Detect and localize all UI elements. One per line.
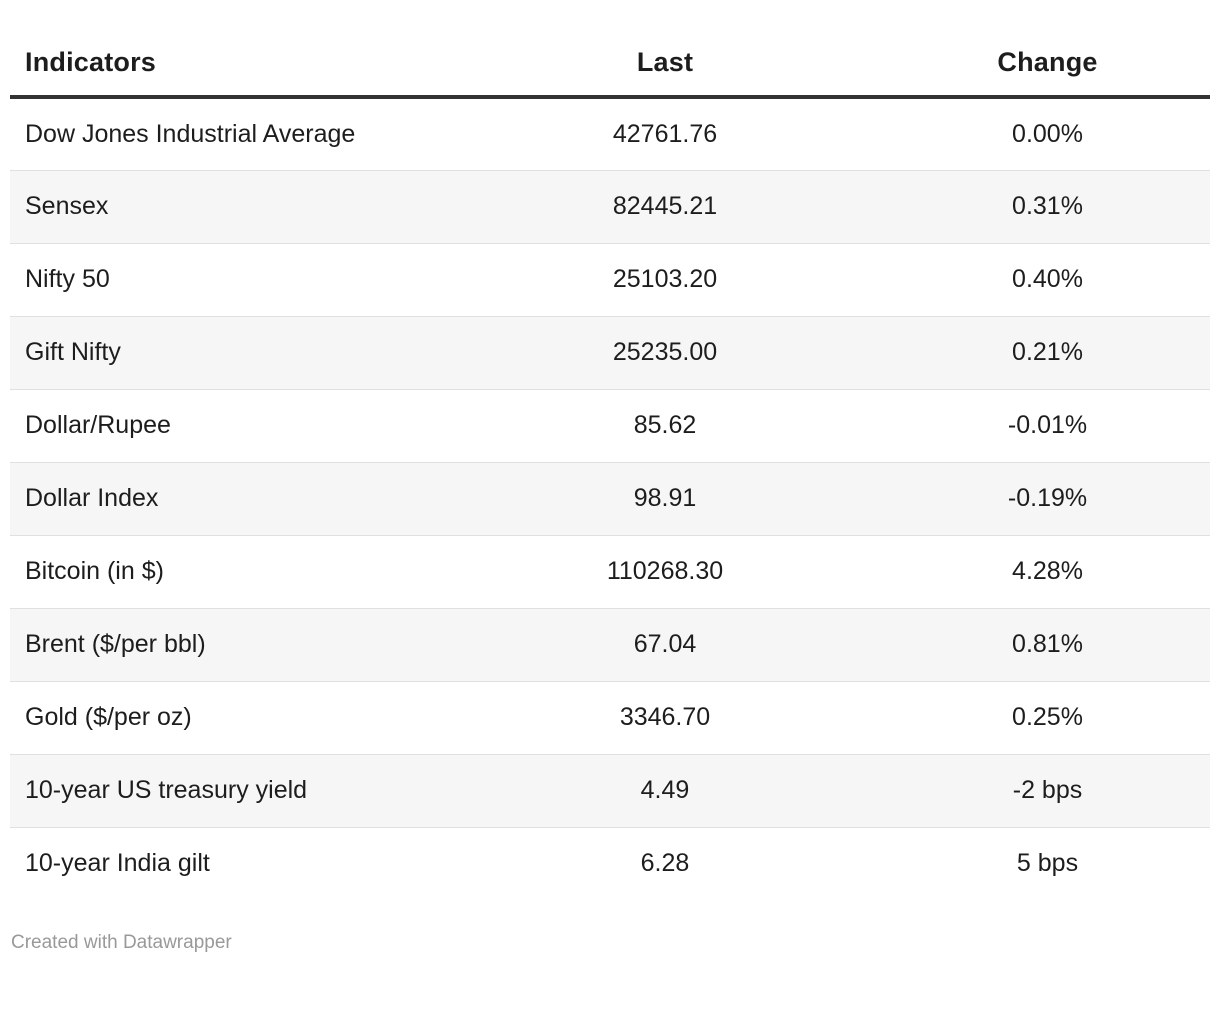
change-cell: 0.25% [885, 680, 1210, 754]
last-cell: 42761.76 [612, 119, 718, 148]
table-row: 10-year US treasury yield 4.49 -2 bps [10, 753, 1210, 827]
datawrapper-credit-link[interactable]: Created with Datawrapper [11, 932, 232, 953]
last-cell: 3346.70 [445, 680, 885, 754]
header-row: Indicators Last Change [10, 30, 1210, 99]
indicator-cell: Dow Jones Industrial Average [25, 119, 356, 148]
last-cell: 98.91 [445, 461, 885, 535]
indicator-cell: 10-year US treasury yield [10, 753, 445, 827]
last-cell: 110268.30 [445, 534, 885, 608]
change-cell: -0.19% [885, 461, 1210, 535]
last-cell: 67.04 [445, 607, 885, 681]
indicator-cell: Bitcoin (in $) [10, 534, 445, 608]
last-cell: 25235.00 [445, 315, 885, 389]
column-header-indicators: Indicators [10, 30, 445, 99]
last-cell: 25103.20 [445, 242, 885, 316]
table-row: Dollar Index 98.91 -0.19% [10, 461, 1210, 535]
column-header-change: Change [885, 30, 1210, 99]
table-header: Indicators Last Change [10, 30, 1210, 99]
last-cell: 82445.21 [445, 169, 885, 243]
change-cell: 5 bps [885, 826, 1210, 900]
indicator-cell: Sensex [10, 169, 445, 243]
table-row: Dow Jones Industrial Average 42761.76 0.00… [10, 97, 1210, 170]
table-row: Bitcoin (in $) 110268.30 4.28% [10, 534, 1210, 608]
indicator-cell: Dollar Index [10, 461, 445, 535]
change-cell: 0.31% [885, 169, 1210, 243]
column-header-last: Last [445, 30, 885, 99]
change-cell: 4.28% [885, 534, 1210, 608]
indicator-cell: Nifty 50 [10, 242, 445, 316]
table-container: Indicators Last Change Dow Jones Industr… [0, 30, 1220, 954]
indicator-cell: Gold ($/per oz) [10, 680, 445, 754]
indicator-cell: 10-year India gilt [10, 826, 445, 900]
table-row: Gold ($/per oz) 3346.70 0.25% [10, 680, 1210, 754]
change-cell: 0.21% [885, 315, 1210, 389]
change-cell: -2 bps [885, 753, 1210, 827]
change-cell: 0.00% [1012, 119, 1083, 148]
table-row: Brent ($/per bbl) 67.04 0.81% [10, 607, 1210, 681]
last-cell: 85.62 [445, 388, 885, 462]
change-cell: 0.40% [885, 242, 1210, 316]
last-cell: 6.28 [445, 826, 885, 900]
table-row: Dollar/Rupee 85.62 -0.01% [10, 388, 1210, 462]
last-cell: 4.49 [445, 753, 885, 827]
table-row: 10-year India gilt 6.28 5 bps [10, 826, 1210, 900]
indicators-table: Indicators Last Change Dow Jones Industr… [10, 30, 1210, 900]
table-body: Dow Jones Industrial Average 42761.76 0.00… [10, 97, 1210, 900]
indicator-cell: Gift Nifty [10, 315, 445, 389]
table-row: Sensex 82445.21 0.31% [10, 169, 1210, 243]
indicator-cell: Brent ($/per bbl) [10, 607, 445, 681]
change-cell: -0.01% [885, 388, 1210, 462]
table-row: Nifty 50 25103.20 0.40% [10, 242, 1210, 316]
change-cell: 0.81% [885, 607, 1210, 681]
indicator-cell: Dollar/Rupee [10, 388, 445, 462]
table-row: Gift Nifty 25235.00 0.21% [10, 315, 1210, 389]
